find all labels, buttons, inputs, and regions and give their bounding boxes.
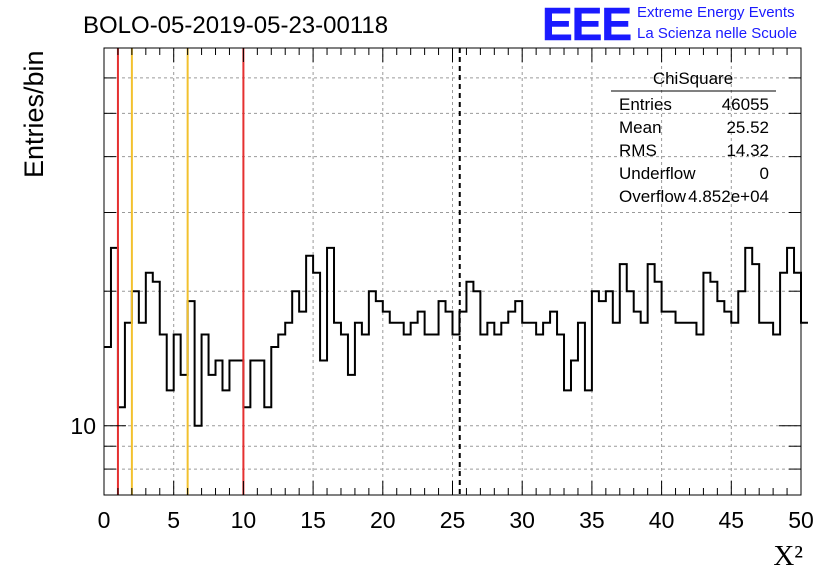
stats-row-label: Overflow — [619, 187, 687, 206]
y-axis: 10 — [70, 77, 801, 470]
stats-row-label: RMS — [619, 141, 657, 160]
eee-logo: EEE Extreme Energy Events La Scienza nel… — [542, 0, 797, 50]
x-tick-label: 45 — [719, 507, 745, 533]
x-tick-label: 40 — [649, 507, 675, 533]
stats-row-label: Entries — [619, 95, 672, 114]
x-tick-label: 5 — [167, 507, 180, 533]
y-axis-label: Entries/bin — [19, 50, 49, 178]
stats-row-value: 46055 — [722, 95, 769, 114]
marker-lines — [116, 48, 461, 495]
x-axis: 0 5 10 15 20 25 30 35 40 45 50 — [98, 48, 814, 533]
stats-row-label: Mean — [619, 118, 662, 137]
stats-box: ChiSquare Entries 46055 Mean 25.52 RMS 14.32 U… — [611, 69, 776, 206]
histogram-line — [104, 246, 808, 427]
grid — [104, 48, 801, 495]
x-tick-label: 50 — [788, 507, 814, 533]
x-tick-label: 15 — [300, 507, 326, 533]
x-tick-label: 20 — [370, 507, 396, 533]
x-tick-label: 10 — [231, 507, 257, 533]
x-axis-label: X² — [773, 540, 803, 572]
stats-row-label: Underflow — [619, 164, 696, 183]
stats-row-value: 14.32 — [726, 141, 769, 160]
stats-row-value: 25.52 — [726, 118, 769, 137]
x-tick-label: 35 — [579, 507, 605, 533]
histogram-series — [104, 246, 808, 427]
logo-line1: Extreme Energy Events — [637, 4, 795, 21]
logo-line2: La Scienza nelle Scuole — [637, 25, 797, 42]
logo-mark: EEE — [542, 0, 631, 50]
stats-row-value: 4.852e+04 — [688, 187, 769, 206]
chart-title: BOLO-05-2019-05-23-00118 — [83, 12, 388, 39]
stats-row-value: 0 — [760, 164, 769, 183]
x-tick-label: 25 — [440, 507, 466, 533]
x-tick-label: 0 — [98, 507, 111, 533]
y-tick-label: 10 — [70, 413, 96, 439]
x-tick-label: 30 — [509, 507, 535, 533]
stats-title: ChiSquare — [653, 69, 733, 88]
